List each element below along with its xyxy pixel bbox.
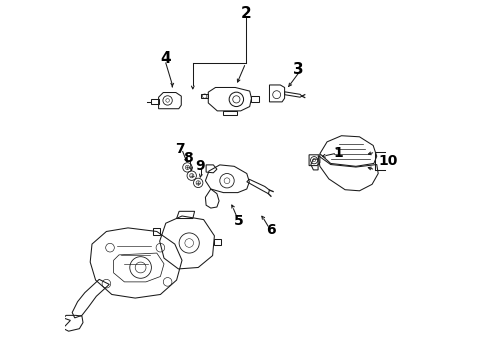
Circle shape	[190, 174, 194, 178]
Text: 5: 5	[234, 215, 244, 228]
Text: 8: 8	[183, 152, 193, 165]
Text: 6: 6	[266, 223, 276, 237]
Circle shape	[185, 165, 190, 170]
Text: 1: 1	[334, 146, 343, 160]
Text: 9: 9	[195, 159, 205, 173]
Text: 7: 7	[175, 142, 185, 156]
Text: 2: 2	[241, 6, 251, 21]
Circle shape	[196, 181, 200, 185]
Text: 10: 10	[379, 154, 398, 168]
Text: 4: 4	[161, 51, 171, 66]
Text: 3: 3	[293, 62, 304, 77]
